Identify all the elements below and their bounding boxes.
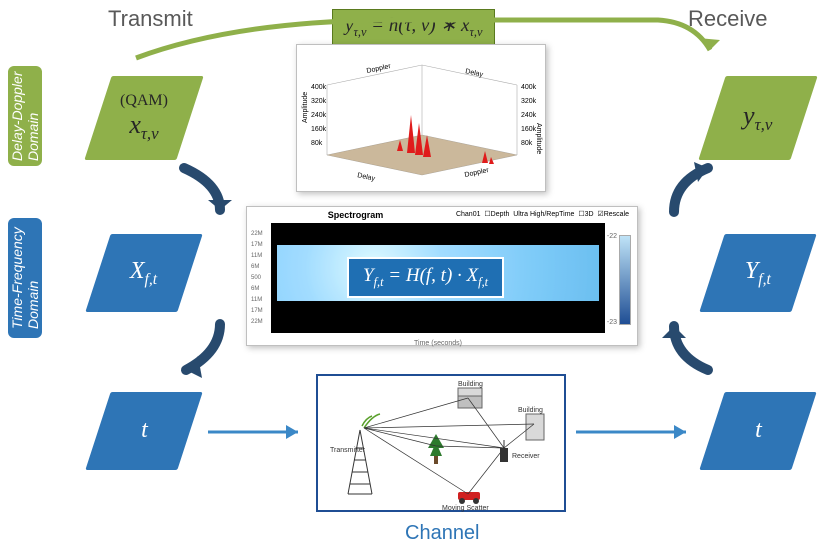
- box-rx-t: t: [699, 392, 816, 470]
- spectrogram-title: Spectrogram: [328, 210, 384, 220]
- box-rx-dd: yτ,ν: [698, 76, 817, 160]
- svg-text:240k: 240k: [311, 112, 327, 119]
- svg-text:Building: Building: [518, 407, 543, 414]
- svg-text:320k: 320k: [311, 98, 327, 105]
- arrow-channel-to-rx: [572, 420, 702, 444]
- box-tx-t: t: [85, 392, 202, 470]
- arrow-tx-tf-to-t: [168, 312, 248, 390]
- spectrogram-controls: Chan01 ☐Depth Ultra High/RepTime ☐3D ☑Re…: [456, 210, 629, 220]
- panel-spectrogram: Spectrogram Chan01 ☐Depth Ultra High/Rep…: [246, 206, 638, 346]
- svg-text:Delay: Delay: [465, 68, 484, 79]
- svg-text:Delay: Delay: [357, 172, 376, 183]
- channel-label: Channel: [405, 522, 480, 545]
- svg-text:Receiver: Receiver: [512, 453, 540, 460]
- arrow-rx-tf-to-dd: [648, 158, 728, 236]
- arrow-rx-t-to-tf: [648, 312, 728, 390]
- svg-text:400k: 400k: [311, 84, 327, 91]
- box-tx-dd: (QAM) xτ,ν: [84, 76, 203, 160]
- svg-text:Doppler: Doppler: [464, 167, 490, 179]
- domain-label-tf: Time-Frequency Domain: [8, 218, 42, 338]
- svg-text:240k: 240k: [521, 112, 537, 119]
- svg-text:Building: Building: [458, 381, 483, 388]
- qam-label: (QAM): [120, 92, 168, 110]
- svg-text:80k: 80k: [521, 140, 533, 147]
- domain-label-dd: Delay-Doppler Domain: [8, 66, 42, 166]
- svg-text:80k: 80k: [311, 140, 323, 147]
- svg-text:Doppler: Doppler: [366, 63, 392, 75]
- panel-channel: Transmitter Building Building Receiver M…: [316, 374, 566, 512]
- svg-text:Amplitude: Amplitude: [302, 92, 309, 123]
- box-rx-tf: Yf,t: [699, 234, 816, 312]
- arrow-tx-to-channel: [204, 420, 314, 444]
- svg-text:160k: 160k: [521, 126, 537, 133]
- box-tx-tf: Xf,t: [85, 234, 202, 312]
- panel-dd-3d: Doppler Delay Delay Doppler Amplitude Am…: [296, 44, 546, 192]
- svg-text:Transmitter: Transmitter: [330, 447, 366, 454]
- eq-time-frequency: Yf,t = H(f, t) · Xf,t: [347, 257, 504, 298]
- svg-text:400k: 400k: [521, 84, 537, 91]
- svg-text:160k: 160k: [311, 126, 327, 133]
- svg-text:Moving Scatter: Moving Scatter: [442, 505, 489, 512]
- svg-text:320k: 320k: [521, 98, 537, 105]
- arrow-tx-dd-to-tf: [168, 158, 248, 236]
